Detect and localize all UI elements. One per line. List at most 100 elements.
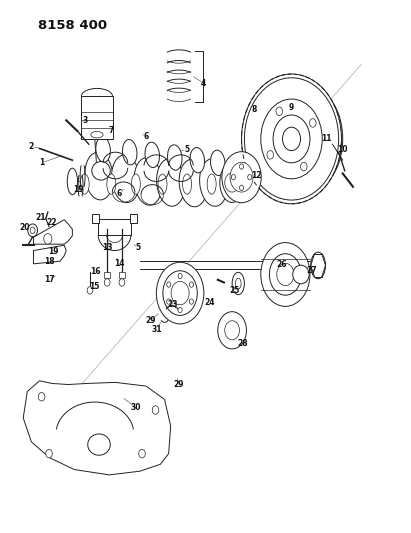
Text: 11: 11 <box>321 134 332 143</box>
Text: 26: 26 <box>276 261 286 269</box>
Text: 31: 31 <box>151 325 162 334</box>
Text: 29: 29 <box>145 316 155 325</box>
Circle shape <box>261 243 310 306</box>
Text: 6: 6 <box>117 189 122 198</box>
Polygon shape <box>23 381 171 475</box>
Circle shape <box>28 224 37 237</box>
Text: 23: 23 <box>167 300 178 309</box>
Circle shape <box>139 449 145 458</box>
Circle shape <box>231 174 236 180</box>
Ellipse shape <box>293 265 309 284</box>
Circle shape <box>248 174 252 180</box>
Ellipse shape <box>80 174 89 194</box>
Circle shape <box>276 107 282 116</box>
Ellipse shape <box>179 159 207 207</box>
Circle shape <box>309 119 316 127</box>
Ellipse shape <box>107 174 116 194</box>
Text: 12: 12 <box>252 171 262 180</box>
Circle shape <box>222 152 261 203</box>
Circle shape <box>277 263 294 286</box>
Circle shape <box>156 262 204 324</box>
Text: 5: 5 <box>185 145 189 154</box>
Circle shape <box>300 162 307 171</box>
Ellipse shape <box>158 174 167 194</box>
Text: 2: 2 <box>29 142 34 151</box>
Ellipse shape <box>168 145 182 170</box>
Ellipse shape <box>200 159 228 206</box>
Text: 19: 19 <box>73 185 84 194</box>
Text: 30: 30 <box>131 403 141 412</box>
Ellipse shape <box>134 158 162 205</box>
Ellipse shape <box>232 272 245 295</box>
Ellipse shape <box>88 434 110 455</box>
Text: 10: 10 <box>337 145 348 154</box>
Polygon shape <box>81 96 113 139</box>
Text: 4: 4 <box>201 78 206 87</box>
Text: 25: 25 <box>229 286 239 295</box>
Circle shape <box>189 282 194 287</box>
Text: 21: 21 <box>36 213 46 222</box>
Text: 16: 16 <box>90 268 101 276</box>
Circle shape <box>167 282 171 287</box>
Circle shape <box>240 164 244 169</box>
Text: 18: 18 <box>44 257 54 265</box>
Ellipse shape <box>67 168 78 195</box>
Circle shape <box>171 281 189 305</box>
Ellipse shape <box>207 174 216 194</box>
Text: 3: 3 <box>82 116 87 125</box>
Ellipse shape <box>236 278 241 289</box>
Ellipse shape <box>157 159 185 206</box>
Text: 15: 15 <box>89 282 99 291</box>
Circle shape <box>261 99 322 179</box>
Polygon shape <box>130 214 137 223</box>
Circle shape <box>30 227 35 233</box>
Circle shape <box>269 254 301 295</box>
Text: 17: 17 <box>44 274 54 284</box>
Text: 22: 22 <box>46 218 57 227</box>
Text: 19: 19 <box>48 247 58 256</box>
Text: 8158 400: 8158 400 <box>37 19 107 33</box>
Text: 14: 14 <box>114 260 125 268</box>
Circle shape <box>38 392 45 401</box>
Circle shape <box>273 115 310 163</box>
Circle shape <box>242 74 342 204</box>
Text: 24: 24 <box>204 298 215 307</box>
Ellipse shape <box>91 132 103 138</box>
Circle shape <box>167 299 171 304</box>
Ellipse shape <box>289 92 343 185</box>
Text: 27: 27 <box>307 266 317 274</box>
Circle shape <box>178 308 182 313</box>
Circle shape <box>178 273 182 279</box>
Circle shape <box>225 173 240 192</box>
Ellipse shape <box>190 148 205 173</box>
Ellipse shape <box>182 174 192 194</box>
Circle shape <box>46 449 52 458</box>
Ellipse shape <box>85 152 113 200</box>
Circle shape <box>119 279 125 286</box>
Text: 28: 28 <box>237 339 248 348</box>
Polygon shape <box>119 272 125 278</box>
Polygon shape <box>92 214 99 223</box>
Circle shape <box>218 312 247 349</box>
Circle shape <box>240 185 244 190</box>
Text: 29: 29 <box>173 380 184 389</box>
Circle shape <box>225 321 240 340</box>
Circle shape <box>104 279 110 286</box>
Ellipse shape <box>92 161 110 180</box>
Ellipse shape <box>210 150 225 175</box>
Ellipse shape <box>111 155 140 203</box>
Polygon shape <box>98 219 131 235</box>
Circle shape <box>245 78 339 200</box>
Circle shape <box>230 163 253 192</box>
Polygon shape <box>33 245 66 264</box>
Text: 9: 9 <box>289 102 294 111</box>
Ellipse shape <box>132 174 141 194</box>
Ellipse shape <box>96 137 111 162</box>
Ellipse shape <box>311 252 326 279</box>
Text: 6: 6 <box>143 132 149 141</box>
Polygon shape <box>33 220 72 244</box>
Circle shape <box>44 233 52 244</box>
Ellipse shape <box>220 163 245 203</box>
Text: 13: 13 <box>102 244 113 253</box>
Ellipse shape <box>122 140 137 165</box>
